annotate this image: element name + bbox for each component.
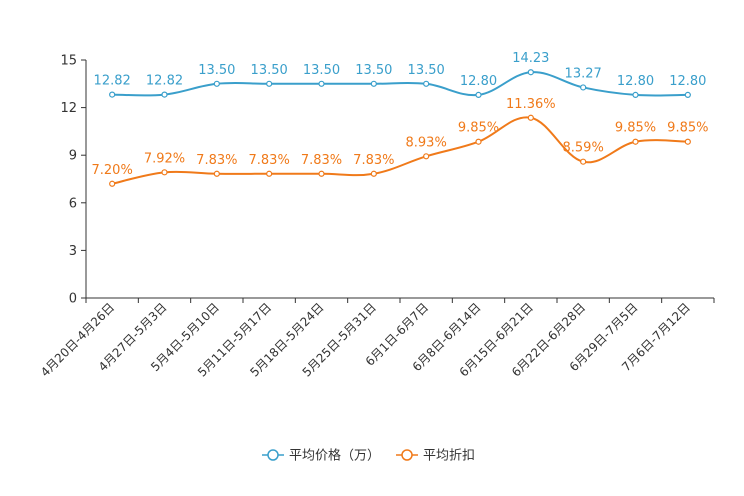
y-tick-label: 6 (69, 196, 77, 211)
data-point (213, 170, 220, 177)
series-1: 12.82 12.82 13.50 13.50 13.50 13.50 13.50 12.80… (94, 51, 706, 99)
data-label: 13.50 (408, 63, 445, 78)
legend-marker-icon (401, 449, 413, 461)
data-label: 8.93% (406, 135, 447, 150)
series-2: 7.20% 7.92% 7.83% 7.83% 7.83% 7.83% 8.93% 9.85%… (92, 97, 708, 187)
data-point (423, 153, 430, 160)
data-point (318, 170, 325, 177)
data-label: 13.50 (251, 63, 288, 78)
legend-label: 平均价格（万） (289, 448, 380, 464)
data-point (580, 84, 587, 91)
y-tick-label: 9 (69, 149, 77, 164)
legend-item-1[interactable]: 平均价格（万） (262, 448, 380, 464)
data-point (580, 158, 587, 165)
data-label: 8.59% (563, 141, 604, 156)
data-label: 12.82 (146, 74, 183, 89)
y-axis: 0 3 6 9 12 15 (60, 54, 87, 307)
data-label: 14.23 (512, 51, 549, 66)
data-point (213, 80, 220, 87)
data-label: 7.92% (144, 151, 185, 166)
y-tick-label: 3 (69, 244, 77, 259)
data-point (527, 114, 534, 121)
series-line (112, 71, 688, 97)
data-label: 7.83% (196, 153, 237, 168)
data-point (109, 91, 116, 98)
y-tick-label: 15 (60, 54, 77, 69)
data-point (266, 80, 273, 87)
data-label: 12.80 (669, 74, 706, 89)
data-label: 12.80 (617, 74, 654, 89)
data-point (161, 169, 168, 176)
data-point (370, 170, 377, 177)
y-tick-label: 12 (60, 101, 77, 116)
data-point (161, 91, 168, 98)
legend[interactable]: 平均价格（万） 平均折扣 (262, 448, 475, 464)
data-label: 7.83% (301, 153, 342, 168)
legend-marker-icon (267, 449, 279, 461)
data-label: 13.50 (355, 63, 392, 78)
data-point (632, 91, 639, 99)
data-label: 12.80 (460, 74, 497, 89)
data-point (266, 170, 273, 177)
legend-label: 平均折扣 (423, 449, 475, 464)
data-point (684, 91, 691, 99)
data-label: 9.85% (458, 121, 499, 136)
data-point (684, 138, 691, 145)
data-point (370, 80, 377, 87)
data-label: 11.36% (506, 97, 556, 112)
data-label: 12.82 (94, 74, 131, 89)
series-layer: 12.82 12.82 13.50 13.50 13.50 13.50 13.50 12.80… (92, 51, 708, 187)
data-point (475, 138, 482, 145)
data-label: 9.85% (667, 121, 708, 136)
data-point (632, 138, 639, 145)
data-point (527, 69, 534, 76)
y-tick-label: 0 (69, 292, 77, 307)
data-label: 13.27 (565, 66, 602, 81)
data-point (318, 80, 325, 87)
data-label: 13.50 (198, 63, 235, 78)
x-axis: 4月20日-4月26日4月27日-5月3日5月4日-5月10日5月11日-5月1… (38, 297, 715, 380)
data-label: 13.50 (303, 63, 340, 78)
data-label: 7.20% (92, 163, 133, 178)
data-label: 7.83% (353, 153, 394, 168)
data-label: 9.85% (615, 121, 656, 136)
data-point (475, 91, 482, 99)
data-point (423, 80, 430, 87)
data-label: 7.83% (249, 153, 290, 168)
legend-item-2[interactable]: 平均折扣 (396, 449, 475, 464)
data-point (109, 180, 116, 187)
